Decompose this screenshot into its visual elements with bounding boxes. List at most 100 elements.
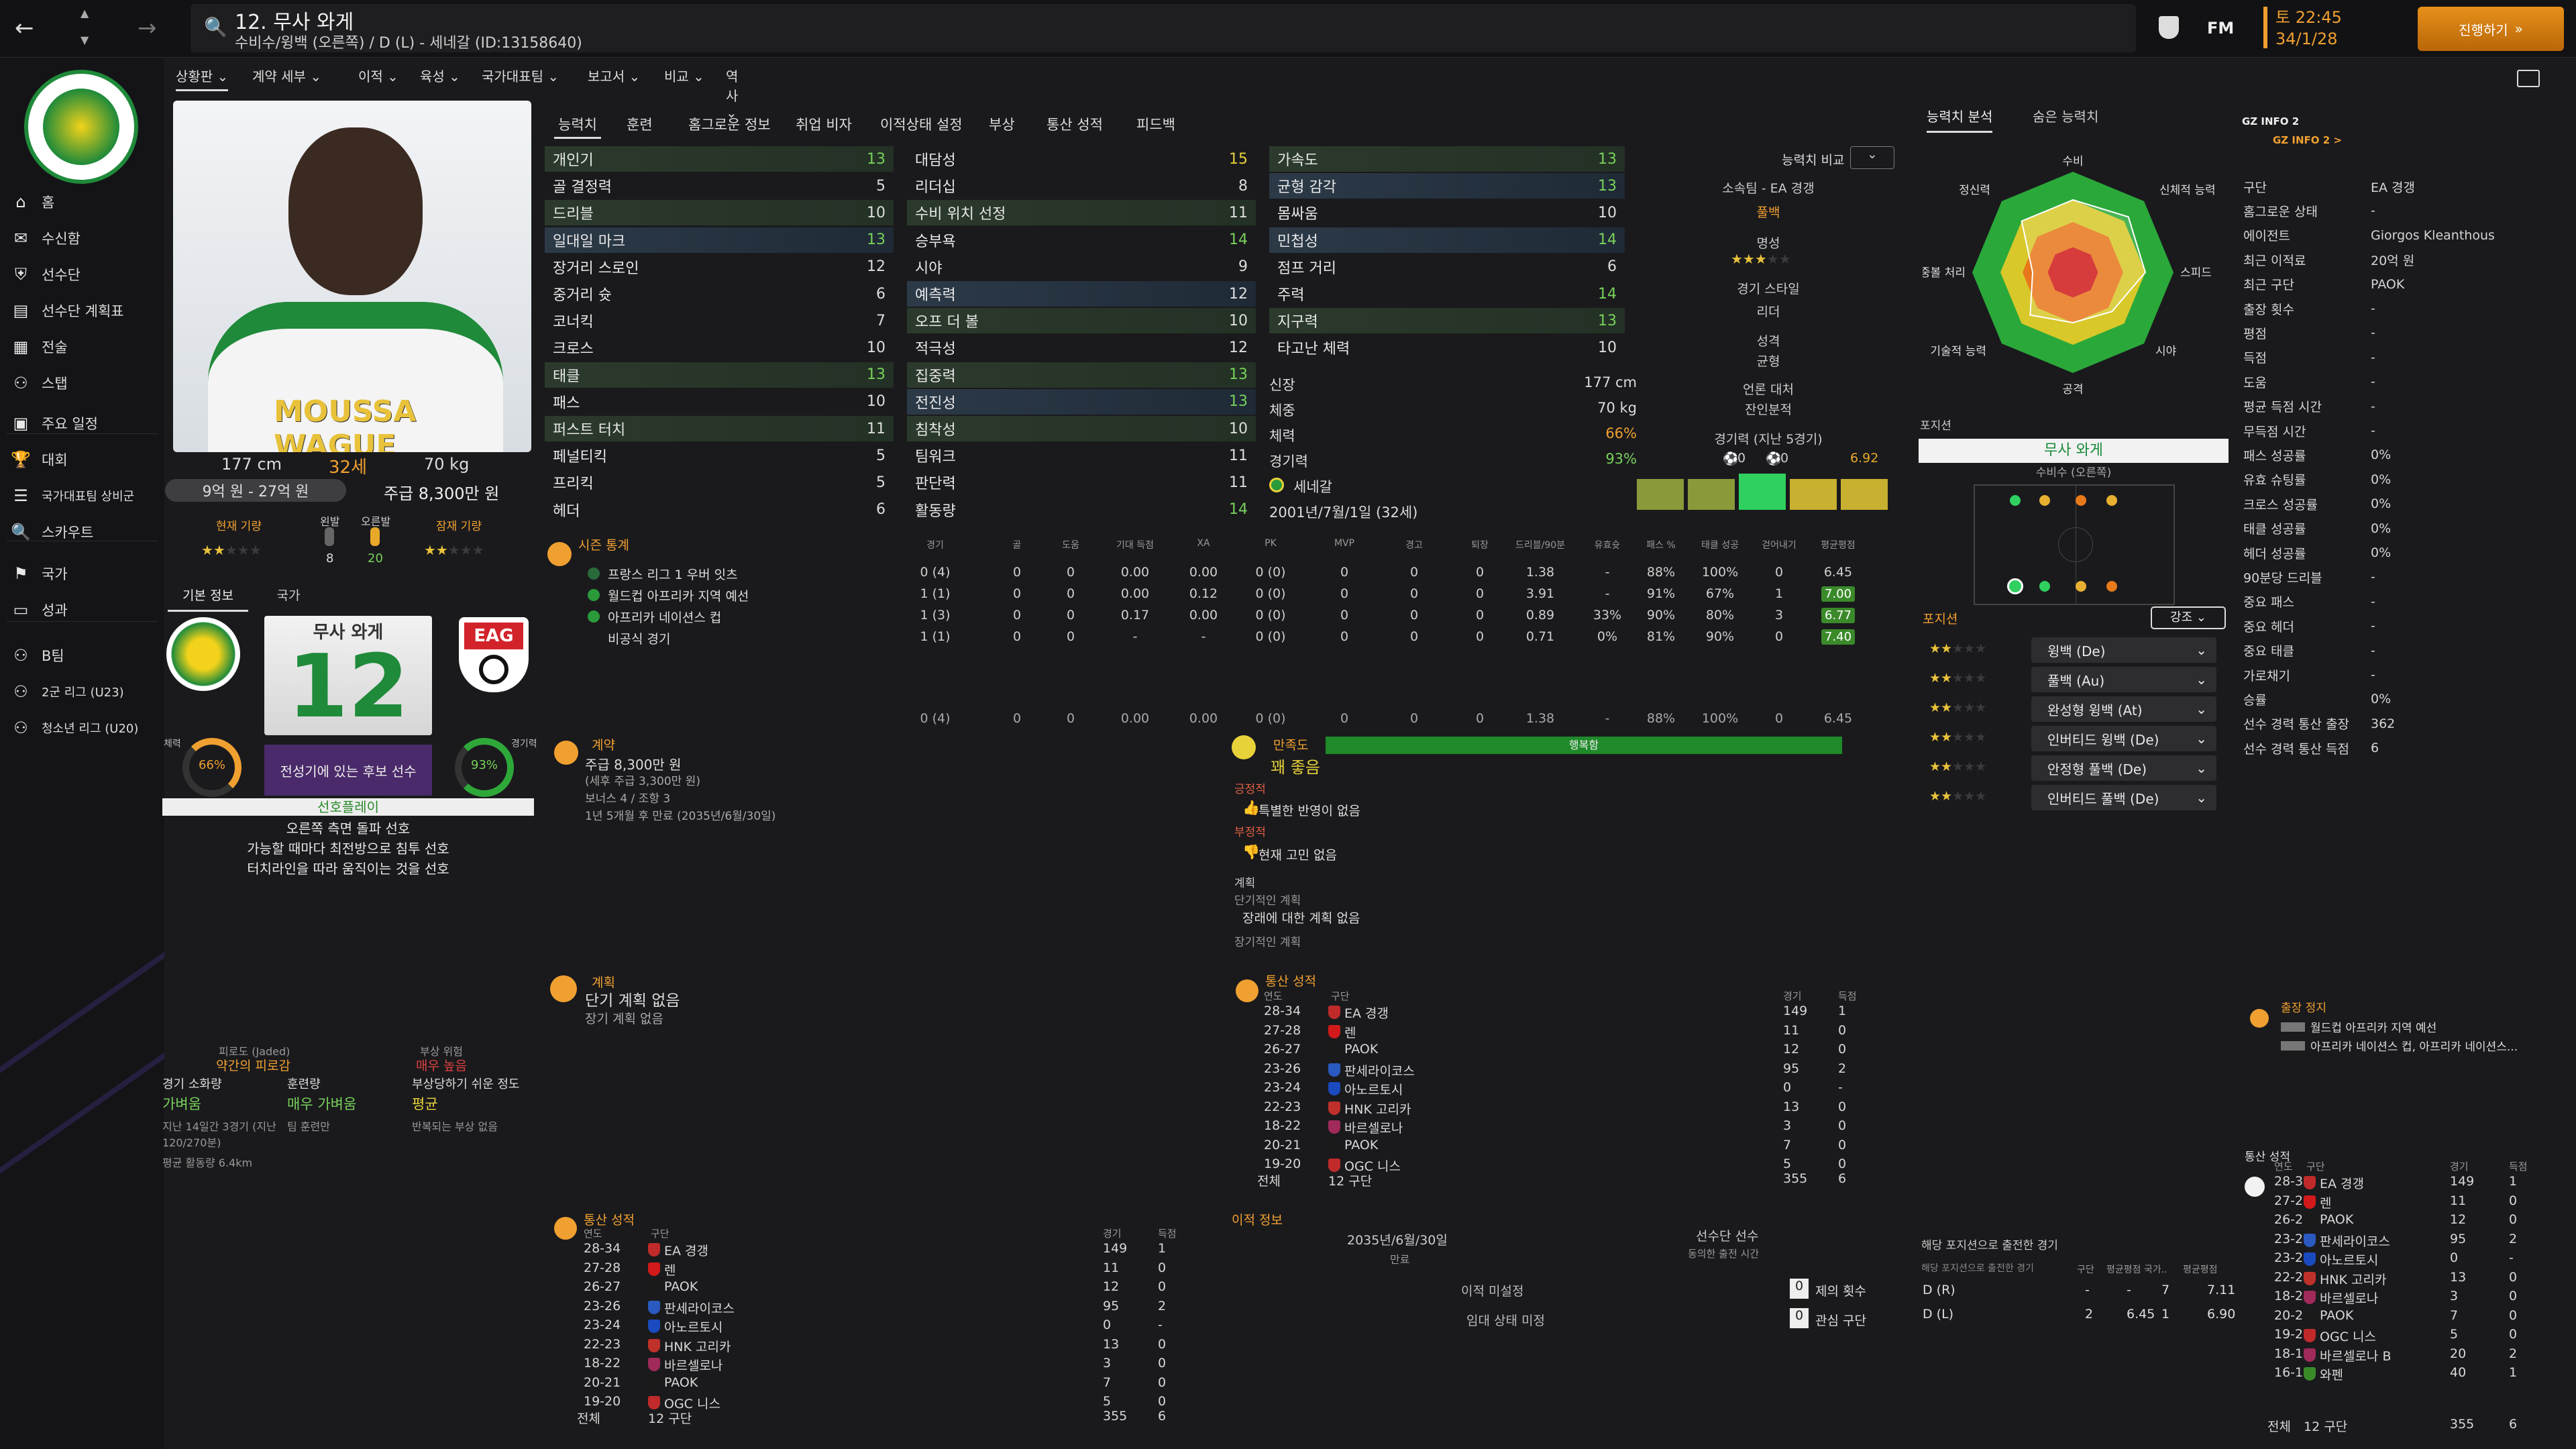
career-row[interactable]: 18-22 바르셀로나 3 0 <box>584 1356 1187 1375</box>
content-tab[interactable]: 능력치 <box>558 117 597 133</box>
content-tab[interactable]: 이적상태 설정 <box>880 117 963 133</box>
sidebar-item-competitions[interactable]: 🏆 대회 <box>11 443 163 476</box>
submenu-item[interactable]: 국가대표팀 ⌄ <box>482 68 559 85</box>
career-row[interactable]: 19-20 OGC 니스 5 0 <box>1264 1157 1901 1175</box>
career-row[interactable]: 22-23 HNK 고리카 13 0 <box>1264 1099 1901 1118</box>
career-row[interactable]: 19-20 OGC 니스 5 0 <box>584 1394 1187 1413</box>
transfer-title[interactable]: 이적 정보 <box>1232 1213 1283 1228</box>
club-logo[interactable] <box>24 70 138 184</box>
role-dropdown[interactable]: 완성형 윙백 (At) ⌄ <box>2031 696 2216 722</box>
content-tab[interactable]: 취업 비자 <box>796 117 852 133</box>
career-row[interactable]: 23-26 판세라이코스 95 2 <box>2274 1232 2569 1250</box>
roles-title[interactable]: 포지션 <box>1923 612 1958 627</box>
season-title[interactable]: 시즌 통계 <box>578 538 629 553</box>
career-row[interactable]: 23-24 아노르토시 0 - <box>1264 1080 1901 1099</box>
role-dropdown[interactable]: 윙백 (De) ⌄ <box>2031 637 2216 663</box>
career-row[interactable]: 20-21 PAOK 7 0 <box>584 1375 1187 1394</box>
submenu-item[interactable]: 육성 ⌄ <box>420 68 460 85</box>
screen-icon[interactable] <box>2517 70 2540 87</box>
analysis-tab-main[interactable]: 능력치 분석 <box>1927 106 1993 133</box>
career-right-title[interactable]: 통산 성적 <box>2245 1150 2290 1164</box>
back-icon[interactable]: ← <box>15 15 34 42</box>
sidebar-item-home[interactable]: ⌂ 홈 <box>12 185 163 219</box>
content-tab[interactable]: 피드백 <box>1136 117 1175 133</box>
career-row[interactable]: 28-34 EA 경갱 149 1 <box>584 1241 1187 1260</box>
career-left-title[interactable]: 통산 성적 <box>584 1213 635 1228</box>
sidebar-item-staff[interactable]: ⚇ 스탭 <box>12 366 163 400</box>
gz-value: - <box>2371 667 2375 682</box>
continue-button[interactable]: 진행하기 » <box>2418 7 2564 51</box>
competition-name[interactable]: 비공식 경기 <box>608 632 671 647</box>
roles-filter[interactable]: 강조 ⌄ <box>2151 606 2226 629</box>
history-up-icon[interactable]: ▲ <box>80 7 89 19</box>
role-dropdown[interactable]: 인버티드 풀백 (De) ⌄ <box>2031 785 2216 810</box>
career-row[interactable]: 23-26 판세라이코스 95 2 <box>1264 1061 1901 1080</box>
career-row[interactable]: 26-27 PAOK 12 0 <box>584 1279 1187 1298</box>
submenu-item[interactable]: 계약 세부 ⌄ <box>252 68 322 85</box>
content-tab[interactable]: 부상 <box>989 117 1015 133</box>
career-row[interactable]: 22-23 HNK 고리카 13 0 <box>2274 1270 2569 1289</box>
career-row[interactable]: 27-28 렌 11 0 <box>2274 1193 2569 1212</box>
competition-name[interactable]: 아프리카 네이션스 컵 <box>608 610 722 625</box>
gz-row: 선수 경력 통산 출장 362 <box>2243 712 2559 736</box>
analysis-tab-hidden[interactable]: 숨은 능력치 <box>2033 109 2099 125</box>
plans-title[interactable]: 계획 <box>592 975 615 990</box>
career-row[interactable]: 20-21 PAOK 7 0 <box>2274 1308 2569 1327</box>
career-row[interactable]: 23-24 아노르토시 0 - <box>2274 1250 2569 1269</box>
club-badge-icon[interactable] <box>2159 16 2179 39</box>
sidebar-item-nation[interactable]: ⚑ 국가 <box>12 557 163 590</box>
career-row[interactable]: 23-24 아노르토시 0 - <box>584 1318 1187 1336</box>
career-row[interactable]: 18-22 바르셀로나 3 0 <box>1264 1118 1901 1137</box>
competition-name[interactable]: 월드컵 아프리카 지역 예선 <box>608 589 749 604</box>
career-row[interactable]: 27-28 렌 11 0 <box>584 1260 1187 1279</box>
happiness-title[interactable]: 만족도 <box>1273 738 1309 753</box>
career-goals: 1 <box>2509 1365 2518 1380</box>
career-row[interactable]: 18-19 바르셀로나 B 20 2 <box>2274 1346 2569 1365</box>
role-dropdown[interactable]: 안정형 풀백 (De) ⌄ <box>2031 755 2216 781</box>
search-bar[interactable]: 🔍 12. 무사 와게 수비수/윙백 (오른쪽) / D (L) - 세네갈 (… <box>191 4 2136 52</box>
sidebar-item-squad-planner[interactable]: ▤ 선수단 계획표 <box>12 294 163 327</box>
sidebar-item-squad[interactable]: ⛨ 선수단 <box>12 258 163 291</box>
submenu-item[interactable]: 상황판 ⌄ <box>176 66 229 91</box>
forward-icon[interactable]: → <box>138 15 157 42</box>
competition-name[interactable]: 프랑스 리그 1 우버 잇츠 <box>608 568 738 582</box>
content-tab[interactable]: 훈련 <box>627 117 653 133</box>
sidebar-item-tactics[interactable]: ▦ 전술 <box>12 330 163 364</box>
career-row[interactable]: 23-26 판세라이코스 95 2 <box>584 1299 1187 1318</box>
sidebar-item-youth[interactable]: ⚇ 청소년 리그 (U20) <box>12 711 163 745</box>
submenu-item[interactable]: 이적 ⌄ <box>358 68 398 85</box>
role-dropdown[interactable]: 풀백 (Au) ⌄ <box>2031 667 2216 692</box>
career-row[interactable]: 22-23 HNK 고리카 13 0 <box>584 1337 1187 1356</box>
content-tab[interactable]: 통산 성적 <box>1046 117 1103 133</box>
sidebar-item-achievements[interactable]: ▭ 성과 <box>12 593 163 627</box>
compare-dropdown[interactable]: ⌄ <box>1850 146 1894 169</box>
submenu-item[interactable]: 비교 ⌄ <box>664 68 704 85</box>
fm-logo[interactable]: FM <box>2207 19 2235 38</box>
submenu-item[interactable]: 보고서 ⌄ <box>588 68 641 85</box>
career-row[interactable]: 19-20 OGC 니스 5 0 <box>2274 1327 2569 1346</box>
career-mid-title[interactable]: 통산 성적 <box>1265 974 1316 989</box>
sidebar-item-b-team[interactable]: ⚇ B팀 <box>12 639 163 672</box>
career-row[interactable]: 27-28 렌 11 0 <box>1264 1023 1901 1042</box>
info-tab-nation[interactable]: 국가 <box>276 588 301 603</box>
sidebar-item-national-squad[interactable]: ☰ 국가대표팀 상비군 <box>12 479 163 513</box>
contract-title[interactable]: 계약 <box>592 738 615 753</box>
sidebar-item-inbox[interactable]: ✉ 수신함 <box>12 221 163 255</box>
role-dropdown[interactable]: 인버티드 윙백 (De) ⌄ <box>2031 726 2216 751</box>
history-down-icon[interactable]: ▼ <box>80 34 89 46</box>
content-tab[interactable]: 홈그로운 정보 <box>688 117 771 133</box>
career-row[interactable]: 18-22 바르셀로나 3 0 <box>2274 1289 2569 1307</box>
career-row[interactable]: 26-27 PAOK 12 0 <box>1264 1042 1901 1061</box>
info-tab-basic[interactable]: 기본 정보 <box>168 582 248 612</box>
career-row[interactable]: 16-18 와펜 40 1 <box>2274 1365 2569 1384</box>
gz-subtitle[interactable]: GZ INFO 2 > <box>2273 134 2342 146</box>
career-row[interactable]: 28-34 EA 경갱 149 1 <box>2274 1174 2569 1193</box>
submenu-item[interactable]: 역사 ⌄ <box>726 68 739 121</box>
sidebar-item-schedule[interactable]: ▣ 주요 일정 <box>12 407 163 440</box>
sidebar-item-reserves[interactable]: ⚇ 2군 리그 (U23) <box>12 675 163 708</box>
sidebar-item-scouting[interactable]: 🔍 스카우트 <box>11 515 163 549</box>
career-row[interactable]: 28-34 EA 경갱 149 1 <box>1264 1004 1901 1022</box>
career-row[interactable]: 20-21 PAOK 7 0 <box>1264 1138 1901 1157</box>
career-row[interactable]: 26-27 PAOK 12 0 <box>2274 1212 2569 1231</box>
game-date[interactable]: 토 22:45 34/1/28 <box>2275 7 2342 50</box>
